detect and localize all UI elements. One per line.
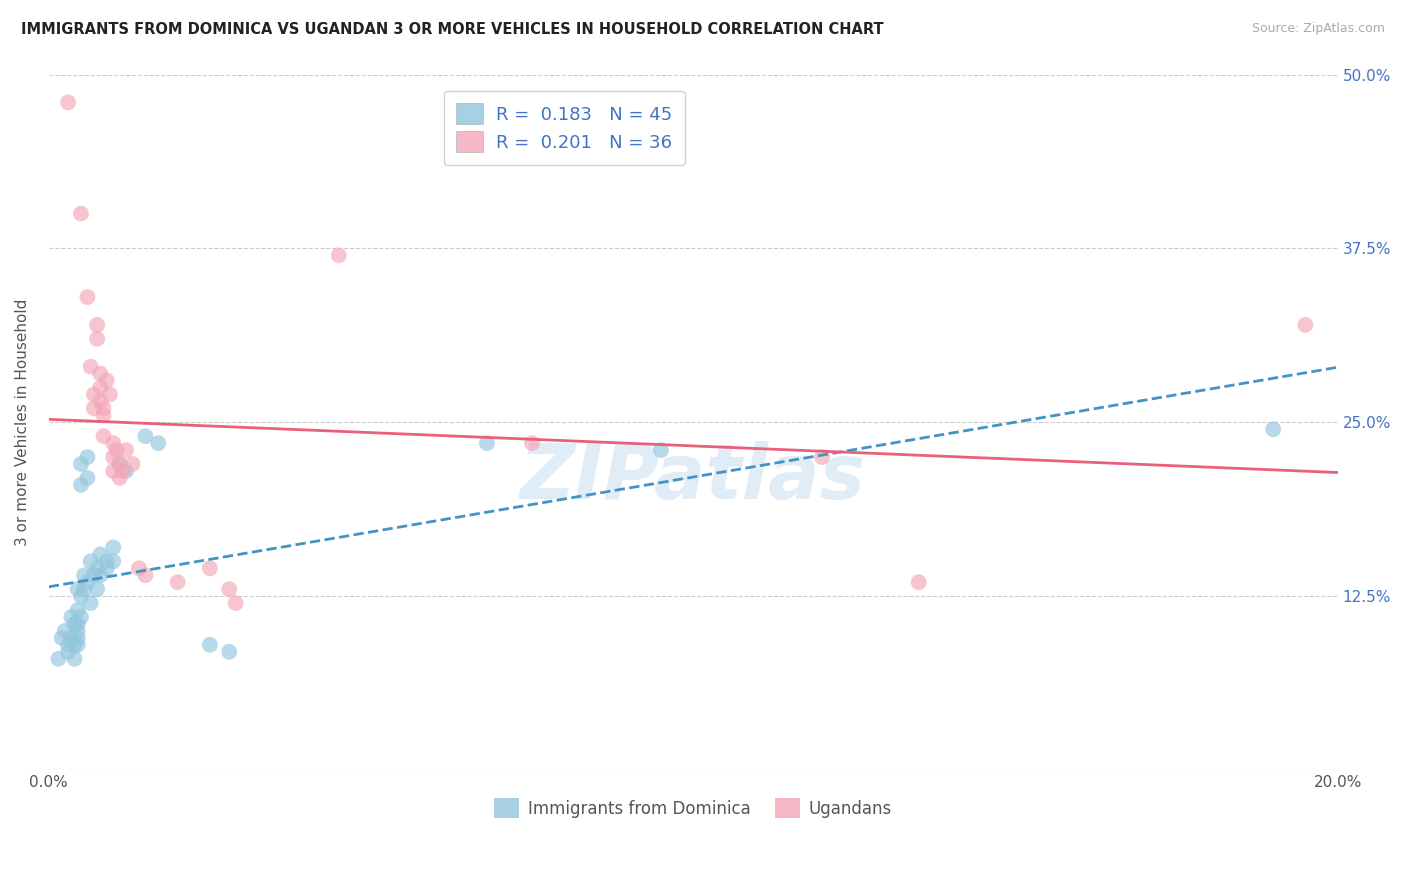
Point	[76, 450, 98, 464]
Point	[93, 401, 115, 416]
Point	[198, 638, 221, 652]
Point	[108, 471, 131, 485]
Point	[79, 554, 101, 568]
Point	[121, 457, 143, 471]
Point	[93, 429, 115, 443]
Text: Source: ZipAtlas.com: Source: ZipAtlas.com	[1251, 22, 1385, 36]
Point	[73, 568, 96, 582]
Point	[89, 367, 111, 381]
Legend: Immigrants from Dominica, Ugandans: Immigrants from Dominica, Ugandans	[488, 792, 898, 824]
Point	[70, 206, 93, 220]
Point	[520, 436, 543, 450]
Point	[86, 561, 108, 575]
Point	[66, 616, 89, 631]
Point	[115, 443, 138, 458]
Point	[105, 443, 128, 458]
Point	[83, 568, 105, 582]
Point	[218, 582, 240, 597]
Point	[66, 582, 89, 597]
Y-axis label: 3 or more Vehicles in Household: 3 or more Vehicles in Household	[15, 299, 30, 546]
Point	[56, 95, 79, 110]
Point	[73, 582, 96, 597]
Point	[60, 610, 83, 624]
Point	[134, 429, 156, 443]
Point	[1294, 318, 1316, 332]
Point	[48, 651, 70, 665]
Point	[328, 248, 350, 262]
Point	[148, 436, 170, 450]
Point	[650, 443, 672, 458]
Point	[66, 624, 89, 638]
Point	[475, 436, 498, 450]
Point	[166, 575, 188, 590]
Point	[128, 561, 150, 575]
Point	[89, 548, 111, 562]
Point	[86, 318, 108, 332]
Point	[103, 554, 125, 568]
Point	[83, 387, 105, 401]
Point	[79, 596, 101, 610]
Point	[79, 359, 101, 374]
Point	[811, 450, 834, 464]
Point	[70, 478, 93, 492]
Point	[86, 332, 108, 346]
Point	[53, 624, 76, 638]
Text: ZIPatlas: ZIPatlas	[520, 441, 866, 515]
Point	[108, 457, 131, 471]
Point	[218, 645, 240, 659]
Point	[70, 610, 93, 624]
Point	[70, 589, 93, 603]
Point	[111, 464, 134, 478]
Text: IMMIGRANTS FROM DOMINICA VS UGANDAN 3 OR MORE VEHICLES IN HOUSEHOLD CORRELATION : IMMIGRANTS FROM DOMINICA VS UGANDAN 3 OR…	[21, 22, 884, 37]
Point	[76, 471, 98, 485]
Point	[103, 541, 125, 555]
Point	[96, 561, 118, 575]
Point	[63, 651, 86, 665]
Point	[70, 457, 93, 471]
Point	[225, 596, 247, 610]
Point	[66, 603, 89, 617]
Point	[51, 631, 73, 645]
Point	[198, 561, 221, 575]
Point	[63, 616, 86, 631]
Point	[66, 638, 89, 652]
Point	[89, 394, 111, 409]
Point	[66, 631, 89, 645]
Point	[134, 568, 156, 582]
Point	[93, 409, 115, 423]
Point	[76, 575, 98, 590]
Point	[63, 638, 86, 652]
Point	[103, 464, 125, 478]
Point	[56, 645, 79, 659]
Point	[56, 638, 79, 652]
Point	[115, 464, 138, 478]
Point	[89, 568, 111, 582]
Point	[96, 554, 118, 568]
Point	[83, 401, 105, 416]
Point	[1263, 422, 1285, 436]
Point	[89, 380, 111, 394]
Point	[60, 631, 83, 645]
Point	[96, 374, 118, 388]
Point	[103, 450, 125, 464]
Point	[907, 575, 929, 590]
Point	[86, 582, 108, 597]
Point	[76, 290, 98, 304]
Point	[103, 436, 125, 450]
Point	[108, 457, 131, 471]
Point	[98, 387, 121, 401]
